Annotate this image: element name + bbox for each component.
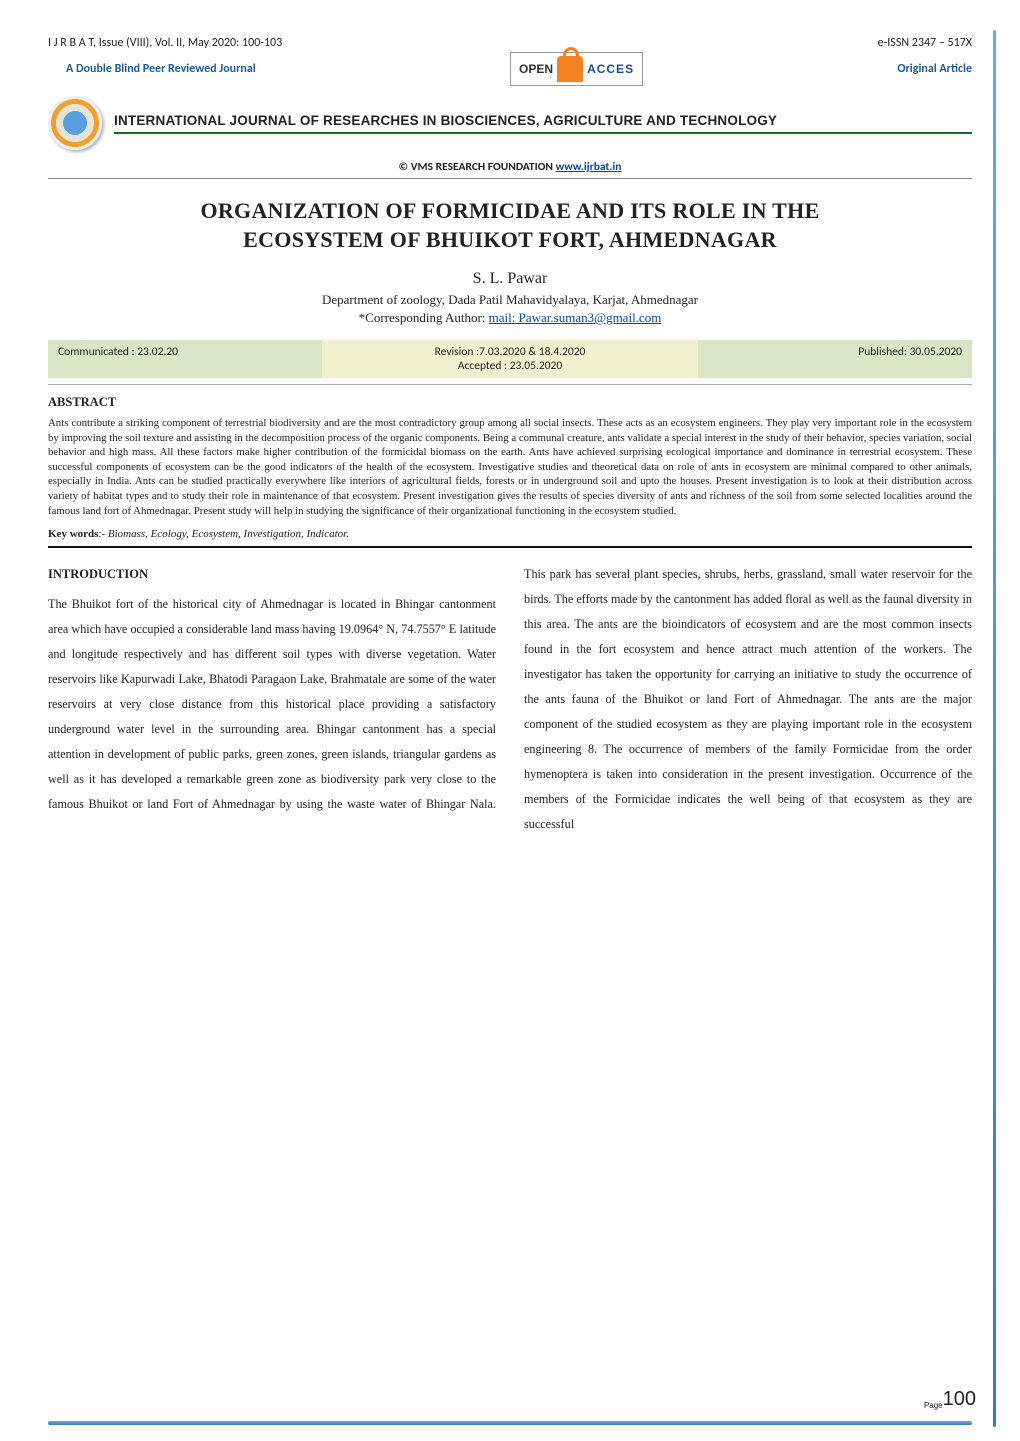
date-revision-line1: Revision :7.03.2020 & 18.4.2020 xyxy=(435,345,586,359)
author-name: S. L. Pawar xyxy=(48,270,972,288)
page-number-label: Page xyxy=(924,1401,943,1410)
open-access-badge: OPEN ACCES xyxy=(510,52,643,86)
body-columns: INTRODUCTION The Bhuikot fort of the his… xyxy=(48,562,972,837)
article-type-label: Original Article xyxy=(897,62,972,76)
dates-bar: Communicated : 23.02.20 Revision :7.03.2… xyxy=(48,340,972,378)
date-published: Published: 30.05.2020 xyxy=(698,340,972,378)
corresponding-author: *Corresponding Author: mail: Pawar.suman… xyxy=(48,310,972,326)
journal-title: INTERNATIONAL JOURNAL OF RESEARCHES IN B… xyxy=(114,113,972,134)
foundation-line: © VMS RESEARCH FOUNDATION www.ijrbat.in xyxy=(48,160,972,174)
journal-reference: I J R B A T, Issue (VIII), Vol. II, May … xyxy=(48,36,282,50)
foundation-prefix: © VMS RESEARCH FOUNDATION xyxy=(399,160,556,174)
journal-seal-icon xyxy=(48,96,102,150)
bottom-rule-decoration xyxy=(48,1421,972,1425)
date-revision: Revision :7.03.2020 & 18.4.2020 Accepted… xyxy=(322,340,698,378)
introduction-body: The Bhuikot fort of the historical city … xyxy=(48,567,972,831)
paper-title-line1: ORGANIZATION OF FORMICIDAE AND ITS ROLE … xyxy=(200,198,819,223)
peer-review-label: A Double Blind Peer Reviewed Journal xyxy=(66,62,256,76)
keywords: Key words:- Biomass, Ecology, Ecosystem,… xyxy=(48,528,972,540)
abstract-body: Ants contribute a striking component of … xyxy=(48,416,972,518)
author-affiliation: Department of zoology, Dada Patil Mahavi… xyxy=(48,292,972,308)
corresponding-prefix: *Corresponding Author: xyxy=(359,310,489,325)
open-access-lock-icon xyxy=(557,56,583,82)
open-access-acces-text: ACCES xyxy=(587,62,634,76)
journal-website-link[interactable]: www.ijrbat.in xyxy=(556,160,622,174)
paper-title-line2: ECOSYSTEM OF BHUIKOT FORT, AHMEDNAGAR xyxy=(243,227,777,252)
divider-mid xyxy=(48,384,972,385)
open-access-open-text: OPEN xyxy=(519,62,553,76)
page-number: Page100 xyxy=(924,1388,976,1411)
date-communicated: Communicated : 23.02.20 xyxy=(48,340,322,378)
side-rule-decoration xyxy=(993,30,996,1427)
abstract-heading: ABSTRACT xyxy=(48,395,972,410)
issn: e-ISSN 2347 – 517X xyxy=(878,36,972,50)
keywords-value: Biomass, Ecology, Ecosystem, Investigati… xyxy=(108,528,349,540)
corresponding-email-link[interactable]: mail: Pawar.suman3@gmail.com xyxy=(489,310,662,325)
paper-title: ORGANIZATION OF FORMICIDAE AND ITS ROLE … xyxy=(48,197,972,254)
date-revision-line2: Accepted : 23.05.2020 xyxy=(458,359,562,373)
page-number-value: 100 xyxy=(943,1388,976,1410)
keywords-sep: :- xyxy=(98,528,107,540)
divider-top xyxy=(48,178,972,179)
divider-keywords xyxy=(48,546,972,548)
keywords-label: Key words xyxy=(48,528,98,540)
introduction-heading: INTRODUCTION xyxy=(48,562,496,588)
